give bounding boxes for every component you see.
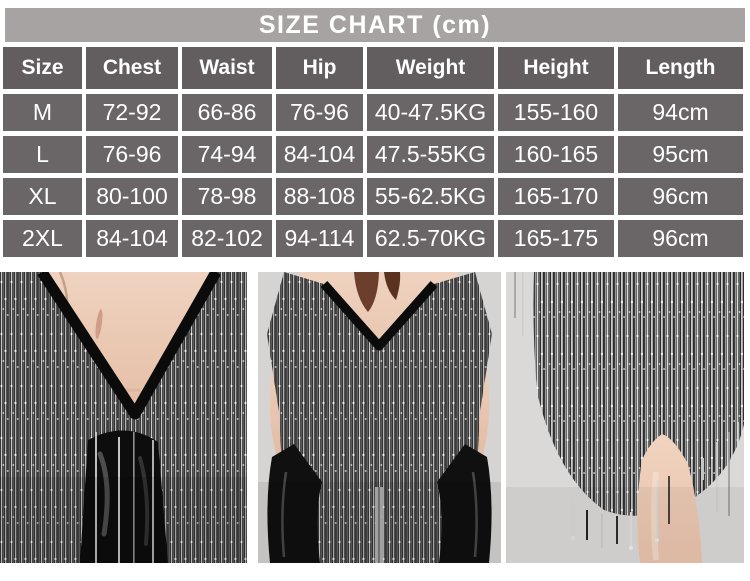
page-title: SIZE CHART (cm) (5, 8, 745, 42)
column-header-waist: Waist (182, 47, 272, 89)
weight-value: 55-62.5KG (367, 178, 494, 215)
size-value: L (3, 136, 82, 173)
size-chart-table: Size Chest Waist Hip Weight Height Lengt… (3, 47, 747, 262)
height-value: 160-165 (498, 136, 614, 173)
hip-value: 94-114 (276, 220, 363, 257)
product-photo-skirt-closeup (506, 272, 744, 563)
size-value: 2XL (3, 220, 82, 257)
chest-value: 80-100 (86, 178, 178, 215)
chest-value: 72-92 (86, 94, 178, 131)
weight-value: 62.5-70KG (367, 220, 494, 257)
table-row: L 76-96 74-94 84-104 47.5-55KG 160-165 9… (3, 136, 747, 173)
length-value: 94cm (618, 94, 743, 131)
table-row: M 72-92 66-86 76-96 40-47.5KG 155-160 94… (3, 94, 747, 131)
waist-value: 78-98 (182, 178, 272, 215)
size-value: M (3, 94, 82, 131)
height-value: 165-175 (498, 220, 614, 257)
product-photo-back-view (258, 272, 501, 563)
column-header-hip: Hip (276, 47, 363, 89)
height-value: 155-160 (498, 94, 614, 131)
length-value: 96cm (618, 178, 743, 215)
column-header-length: Length (618, 47, 743, 89)
hip-value: 88-108 (276, 178, 363, 215)
hip-value: 84-104 (276, 136, 363, 173)
length-value: 95cm (618, 136, 743, 173)
height-value: 165-170 (498, 178, 614, 215)
waist-value: 66-86 (182, 94, 272, 131)
waist-value: 74-94 (182, 136, 272, 173)
weight-value: 40-47.5KG (367, 94, 494, 131)
chest-value: 76-96 (86, 136, 178, 173)
front-closeup-illustration (0, 272, 247, 563)
skirt-closeup-illustration (506, 272, 744, 563)
column-header-weight: Weight (367, 47, 494, 89)
column-header-chest: Chest (86, 47, 178, 89)
column-header-size: Size (3, 47, 82, 89)
weight-value: 47.5-55KG (367, 136, 494, 173)
table-row: XL 80-100 78-98 88-108 55-62.5KG 165-170… (3, 178, 747, 215)
size-value: XL (3, 178, 82, 215)
waist-value: 82-102 (182, 220, 272, 257)
back-view-illustration (258, 272, 501, 563)
hip-value: 76-96 (276, 94, 363, 131)
table-row: 2XL 84-104 82-102 94-114 62.5-70KG 165-1… (3, 220, 747, 257)
page-title-text: SIZE CHART (cm) (258, 10, 492, 39)
length-value: 96cm (618, 220, 743, 257)
chest-value: 84-104 (86, 220, 178, 257)
table-header-row: Size Chest Waist Hip Weight Height Lengt… (3, 47, 747, 89)
product-photo-front-closeup (0, 272, 247, 563)
column-header-height: Height (498, 47, 614, 89)
